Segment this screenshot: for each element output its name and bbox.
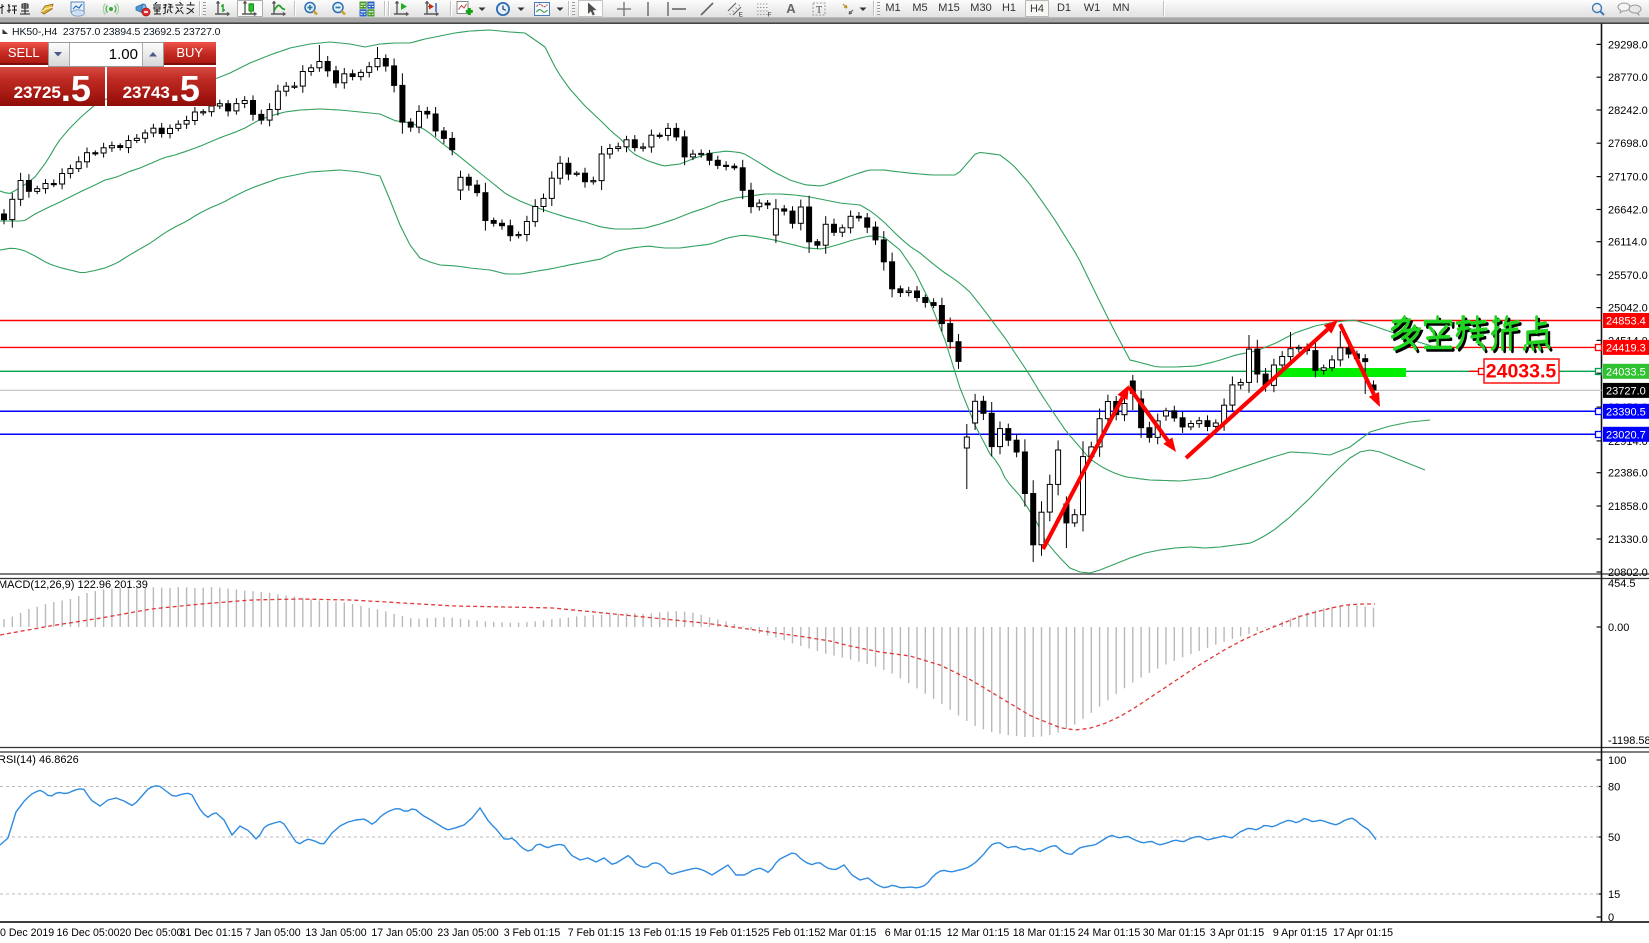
svg-text:7 Feb 01:15: 7 Feb 01:15: [568, 927, 625, 939]
svg-text:29298.0: 29298.0: [1608, 39, 1648, 51]
svg-text:23020.7: 23020.7: [1606, 430, 1646, 442]
svg-text:24033.5: 24033.5: [1606, 367, 1646, 379]
svg-text:0 Dec 2019: 0 Dec 2019: [0, 927, 54, 939]
svg-text:18 Mar 01:15: 18 Mar 01:15: [1013, 927, 1076, 939]
svg-text:T: T: [816, 5, 822, 16]
svg-text:80: 80: [1608, 782, 1620, 794]
svg-text:6 Mar 01:15: 6 Mar 01:15: [885, 927, 942, 939]
svg-text:454.5: 454.5: [1608, 578, 1636, 590]
svg-text:28242.0: 28242.0: [1608, 105, 1648, 117]
svg-text:20 Dec 05:00: 20 Dec 05:00: [119, 927, 182, 939]
svg-text:30 Mar 01:15: 30 Mar 01:15: [1143, 927, 1206, 939]
svg-text:21858.0: 21858.0: [1608, 501, 1648, 513]
svg-text:2 Mar 01:15: 2 Mar 01:15: [820, 927, 877, 939]
svg-text:9 Apr 01:15: 9 Apr 01:15: [1273, 927, 1327, 939]
svg-text:28770.0: 28770.0: [1608, 72, 1648, 84]
svg-text:25570.0: 25570.0: [1608, 270, 1648, 282]
svg-text:RSI(14) 46.8626: RSI(14) 46.8626: [0, 754, 79, 766]
svg-text:7 Jan 05:00: 7 Jan 05:00: [245, 927, 300, 939]
svg-text:0: 0: [1608, 912, 1614, 924]
svg-text:-1198.58: -1198.58: [1608, 735, 1649, 747]
svg-text:23727.0: 23727.0: [1606, 386, 1646, 398]
svg-text:16 Dec 05:00: 16 Dec 05:00: [56, 927, 119, 939]
svg-text:24853.4: 24853.4: [1606, 316, 1646, 328]
svg-text:E: E: [739, 11, 744, 17]
svg-text:27698.0: 27698.0: [1608, 138, 1648, 150]
svg-text:13 Feb 01:15: 13 Feb 01:15: [629, 927, 692, 939]
svg-text:100: 100: [1608, 755, 1626, 767]
svg-text:31 Dec 01:15: 31 Dec 01:15: [179, 927, 242, 939]
svg-text:17 Jan 05:00: 17 Jan 05:00: [371, 927, 432, 939]
svg-text:27170.0: 27170.0: [1608, 172, 1648, 184]
svg-text:F: F: [768, 11, 772, 17]
svg-text:12 Mar 01:15: 12 Mar 01:15: [947, 927, 1010, 939]
svg-text:19 Feb 01:15: 19 Feb 01:15: [695, 927, 758, 939]
svg-text:21330.0: 21330.0: [1608, 534, 1648, 546]
svg-text:0.00: 0.00: [1608, 622, 1629, 634]
svg-text:25042.0: 25042.0: [1608, 303, 1648, 315]
svg-text:20802.0: 20802.0: [1608, 567, 1648, 579]
svg-text:23 Jan 05:00: 23 Jan 05:00: [437, 927, 498, 939]
svg-text:24033.5: 24033.5: [1486, 361, 1557, 383]
svg-text:15: 15: [1608, 889, 1620, 901]
svg-text:24 Mar 01:15: 24 Mar 01:15: [1078, 927, 1141, 939]
svg-text:22386.0: 22386.0: [1608, 468, 1648, 480]
svg-text:50: 50: [1608, 832, 1620, 844]
svg-text:17 Apr 01:15: 17 Apr 01:15: [1333, 927, 1393, 939]
svg-text:MACD(12,26,9) 122.96 201.39: MACD(12,26,9) 122.96 201.39: [0, 579, 148, 591]
svg-text:24419.3: 24419.3: [1606, 343, 1646, 355]
svg-text:13 Jan 05:00: 13 Jan 05:00: [305, 927, 366, 939]
svg-text:25 Feb 01:15: 25 Feb 01:15: [758, 927, 821, 939]
svg-text:26642.0: 26642.0: [1608, 205, 1648, 217]
svg-text:3 Feb 01:15: 3 Feb 01:15: [504, 927, 561, 939]
svg-text:3 Apr 01:15: 3 Apr 01:15: [1210, 927, 1264, 939]
svg-text:23390.5: 23390.5: [1606, 407, 1646, 419]
svg-text:26114.0: 26114.0: [1608, 237, 1647, 249]
